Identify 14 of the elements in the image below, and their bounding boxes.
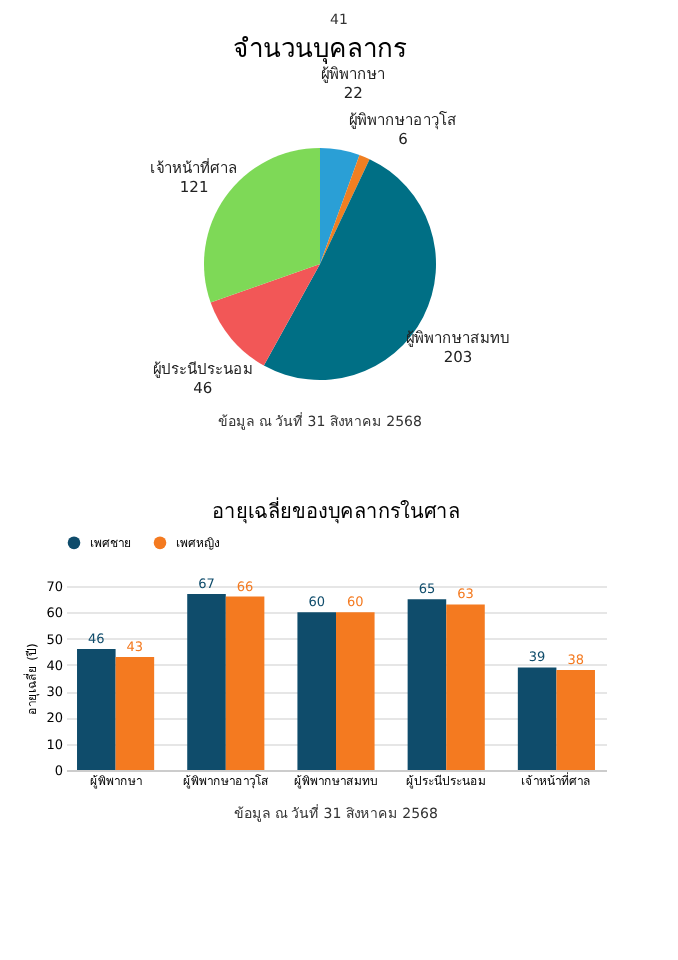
pie-slice [320, 148, 360, 264]
bar [517, 667, 557, 770]
bar [446, 604, 485, 770]
chart-title: จำนวนบุคลากร [233, 34, 407, 65]
bar [115, 656, 155, 770]
bar [297, 612, 336, 770]
bar [77, 649, 116, 770]
bar [556, 670, 595, 770]
bar [225, 596, 265, 770]
bar [336, 612, 375, 770]
chart-title: อายุเฉลี่ยของบุคลากรในศาล [212, 496, 460, 524]
bar [407, 599, 447, 770]
bar [187, 593, 226, 770]
pie-slice [320, 154, 370, 264]
